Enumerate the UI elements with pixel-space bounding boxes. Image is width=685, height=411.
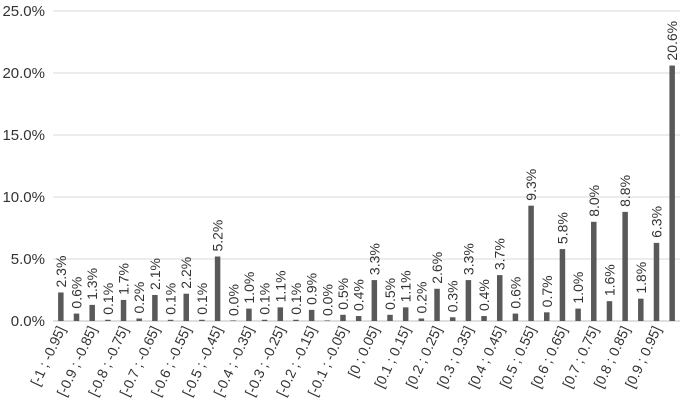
data-label: 20.6% xyxy=(664,21,680,61)
data-label: 0.6% xyxy=(69,277,85,309)
data-label: 0.4% xyxy=(476,279,492,311)
bar xyxy=(120,299,127,321)
y-tick-label: 15.0% xyxy=(2,127,45,144)
data-label: 2.3% xyxy=(53,256,69,288)
data-label: 1.0% xyxy=(241,272,257,304)
bar xyxy=(89,304,95,321)
data-label: 0.0% xyxy=(225,284,241,316)
data-labels: 2.3%0.6% 1.3% 0.1%1.7%0.2%2.1%0.1%2.2%0.1%… xyxy=(53,21,680,316)
data-label: 1.1% xyxy=(272,270,288,302)
data-label: 0.0% xyxy=(319,284,335,316)
bar xyxy=(434,288,440,321)
bar xyxy=(277,307,284,321)
data-label: 1.3% xyxy=(84,268,100,300)
bar xyxy=(246,308,252,321)
bar xyxy=(261,319,268,321)
data-label: 2.2% xyxy=(178,257,194,289)
data-label: 1.8% xyxy=(633,262,649,294)
bar xyxy=(167,319,174,321)
data-label: 0.5% xyxy=(382,278,398,310)
data-label: 3.3% xyxy=(460,243,476,275)
data-label: 0.4% xyxy=(351,279,367,311)
bar xyxy=(371,280,378,321)
bar xyxy=(105,319,111,321)
bar xyxy=(293,319,299,321)
y-tick-label: 25.0% xyxy=(2,3,45,20)
x-axis-ticks: [-1 ; -0.95][-0.9 ; -0.85][-0.8 ; -0.75]… xyxy=(27,324,664,399)
y-tick-label: 5.0% xyxy=(11,251,45,268)
bar xyxy=(559,249,566,321)
bar xyxy=(669,65,675,321)
bar xyxy=(638,298,644,321)
bar xyxy=(199,319,205,321)
bar xyxy=(591,221,597,321)
data-label: 0.2% xyxy=(413,282,429,314)
bar xyxy=(575,308,581,321)
y-tick-label: 0.0% xyxy=(11,313,45,330)
data-label: 1.7% xyxy=(116,263,132,295)
data-label: 1.0% xyxy=(570,272,586,304)
data-label: 3.3% xyxy=(366,243,382,275)
data-label: 8.8% xyxy=(617,175,633,207)
data-label: 0.7% xyxy=(539,275,555,307)
bar xyxy=(544,312,550,321)
bar xyxy=(465,280,472,321)
bar xyxy=(653,242,660,321)
data-label: 5.8% xyxy=(554,212,570,244)
bar xyxy=(136,318,142,321)
data-label: 1.1% xyxy=(398,270,414,302)
data-label: 3.7% xyxy=(492,238,508,270)
y-axis-ticks: 0.0% 5.0% 10.0% 15.0% 20.0% 25.0% xyxy=(2,3,45,330)
bar xyxy=(355,316,362,321)
bar xyxy=(308,309,315,321)
data-label: 0.1% xyxy=(163,283,179,315)
data-label: 0.9% xyxy=(304,273,320,305)
data-label: 9.3% xyxy=(523,169,539,201)
data-label: 0.6% xyxy=(507,277,523,309)
bar xyxy=(402,307,409,321)
data-label: 6.3% xyxy=(648,206,664,238)
bar xyxy=(387,314,393,321)
y-tick-label: 10.0% xyxy=(2,189,45,206)
data-label: 0.1% xyxy=(257,283,273,315)
data-label: 2.6% xyxy=(429,252,445,284)
data-label: 0.1% xyxy=(288,283,304,315)
bar xyxy=(528,205,534,321)
bar xyxy=(214,256,221,321)
data-label: 5.2% xyxy=(210,220,226,252)
data-label: 0.3% xyxy=(445,280,461,312)
data-label: 1.6% xyxy=(601,264,617,296)
bars xyxy=(58,65,675,321)
data-label: 0.1% xyxy=(194,283,210,315)
data-label: 2.1% xyxy=(147,258,163,290)
bar xyxy=(481,316,487,321)
bar xyxy=(512,313,519,321)
bar xyxy=(418,318,425,321)
bar xyxy=(230,320,237,321)
bar xyxy=(183,293,189,321)
data-label: 8.0% xyxy=(586,185,602,217)
bar xyxy=(152,294,158,321)
bar xyxy=(58,292,64,321)
bar xyxy=(496,275,503,321)
bar xyxy=(449,317,456,321)
y-tick-label: 20.0% xyxy=(2,65,45,82)
data-label: 0.2% xyxy=(131,282,147,314)
bar xyxy=(606,301,613,321)
data-label: 0.5% xyxy=(335,278,351,310)
bar xyxy=(324,320,331,321)
bar xyxy=(73,313,80,321)
data-label: 0.1% xyxy=(100,283,116,315)
bar xyxy=(340,314,346,321)
bar xyxy=(622,211,628,321)
